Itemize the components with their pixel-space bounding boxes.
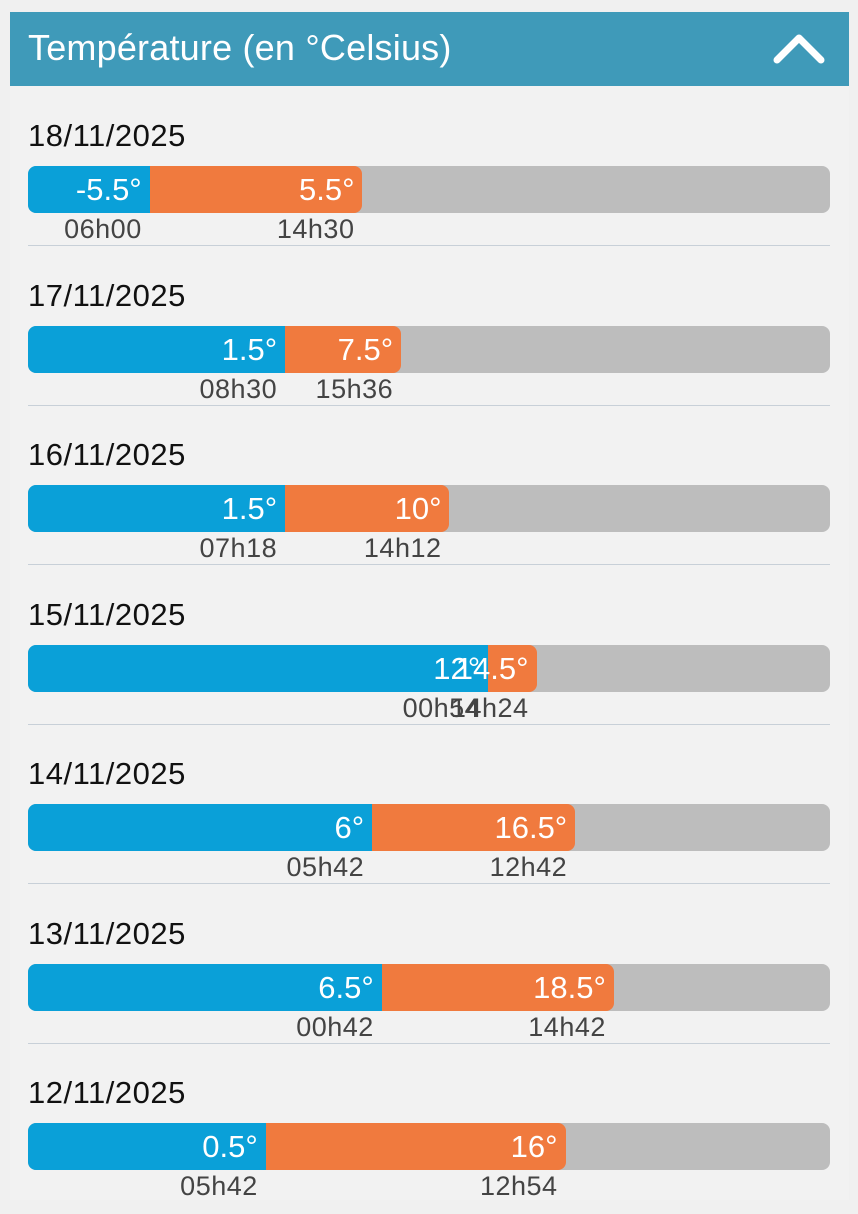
max-temperature-time: 15h36	[315, 373, 394, 404]
day-date: 17/11/2025	[28, 277, 186, 313]
max-temperature-bar	[265, 1123, 566, 1170]
max-temperature-value: 7.5°	[337, 331, 394, 367]
min-temperature-value: 6.5°	[318, 969, 374, 1005]
row-divider	[28, 1042, 830, 1044]
max-temperature-value: 18.5°	[533, 969, 606, 1005]
day-date: 12/11/2025	[28, 1075, 186, 1110]
day-row: 14/11/2025 6° 16.5° 05h42 12h42	[10, 736, 849, 895]
row-divider	[28, 245, 830, 246]
min-temperature-bar	[28, 804, 373, 851]
temperature-bar: -5.5° 5.5°	[28, 166, 830, 213]
min-temperature-time: 00h54	[402, 692, 481, 723]
max-temperature-bar	[149, 166, 363, 213]
min-temperature-time: 06h00	[64, 214, 142, 244]
panel-header[interactable]: Température (en °Celsius)	[10, 12, 849, 86]
max-temperature-bar	[381, 963, 614, 1011]
row-divider	[28, 883, 830, 884]
min-temperature-time: 00h42	[296, 1011, 374, 1042]
min-temperature-bar	[28, 963, 382, 1011]
min-temperature-bar	[28, 166, 150, 213]
min-temperature-value: 1.5°	[221, 491, 278, 526]
temperature-bar: 6° 16.5°	[28, 804, 830, 851]
temperature-bar: 0.5° 16°	[28, 1123, 830, 1170]
min-temperature-value: -5.5°	[75, 172, 142, 207]
day-row: 18/11/2025 -5.5° 5.5° 06h00 14h30	[10, 98, 849, 257]
max-temperature-time: 14h30	[276, 214, 355, 244]
min-temperature-bar	[28, 644, 489, 692]
min-temperature-value: 12°	[433, 650, 481, 686]
max-temperature-time: 12h54	[479, 1171, 558, 1201]
day-date: 18/11/2025	[28, 118, 186, 153]
temperature-bar: 12° 14.5°	[28, 644, 830, 692]
max-temperature-bar	[372, 804, 576, 851]
day-date: 15/11/2025	[28, 596, 186, 632]
min-temperature-time: 08h30	[199, 373, 278, 404]
max-temperature-time: 14h24	[450, 692, 529, 723]
temperature-bar: 6.5° 18.5°	[28, 963, 830, 1011]
collapse-button[interactable]	[769, 22, 829, 76]
row-divider	[28, 404, 830, 406]
day-date: 13/11/2025	[28, 915, 186, 951]
max-temperature-time: 14h12	[363, 533, 442, 563]
min-temperature-bar	[28, 485, 286, 532]
max-temperature-value: 16.5°	[494, 810, 568, 845]
min-temperature-value: 0.5°	[202, 1129, 258, 1164]
max-temperature-value: 5.5°	[298, 172, 355, 207]
max-temperature-value: 10°	[394, 491, 442, 526]
row-divider	[28, 723, 830, 725]
chevron-up-icon	[773, 34, 825, 64]
max-temperature-bar	[285, 485, 450, 532]
max-temperature-bar	[285, 325, 402, 373]
day-date: 16/11/2025	[28, 437, 186, 472]
min-temperature-bar	[28, 325, 286, 373]
panel-title: Température (en °Celsius)	[28, 27, 452, 68]
temperature-panel: Température (en °Celsius) 18/11/2025 -5.5…	[10, 12, 849, 1201]
row-divider	[28, 564, 830, 565]
min-temperature-value: 6°	[334, 810, 365, 845]
day-row: 15/11/2025 12° 14.5° 00h54 14h24	[10, 577, 849, 736]
max-temperature-bar	[488, 644, 537, 692]
day-row: 12/11/2025 0.5° 16° 05h42 12h54	[10, 1055, 849, 1214]
day-row: 13/11/2025 6.5° 18.5° 00h42 14h42	[10, 896, 849, 1055]
temperature-bar: 1.5° 7.5°	[28, 325, 830, 373]
max-temperature-time: 12h42	[489, 852, 568, 882]
day-row: 17/11/2025 1.5° 7.5° 08h30 15h36	[10, 258, 849, 417]
temperature-bar: 1.5° 10°	[28, 485, 830, 532]
max-temperature-value: 16°	[510, 1129, 558, 1164]
day-row: 16/11/2025 1.5° 10° 07h18 14h12	[10, 417, 849, 576]
min-temperature-time: 05h42	[286, 852, 365, 882]
min-temperature-time: 05h42	[180, 1171, 258, 1201]
day-date: 14/11/2025	[28, 756, 186, 791]
min-temperature-value: 1.5°	[221, 331, 278, 367]
max-temperature-value: 14.5°	[455, 650, 529, 686]
min-temperature-time: 07h18	[199, 533, 278, 563]
max-temperature-time: 14h42	[528, 1011, 606, 1042]
min-temperature-bar	[28, 1123, 266, 1170]
